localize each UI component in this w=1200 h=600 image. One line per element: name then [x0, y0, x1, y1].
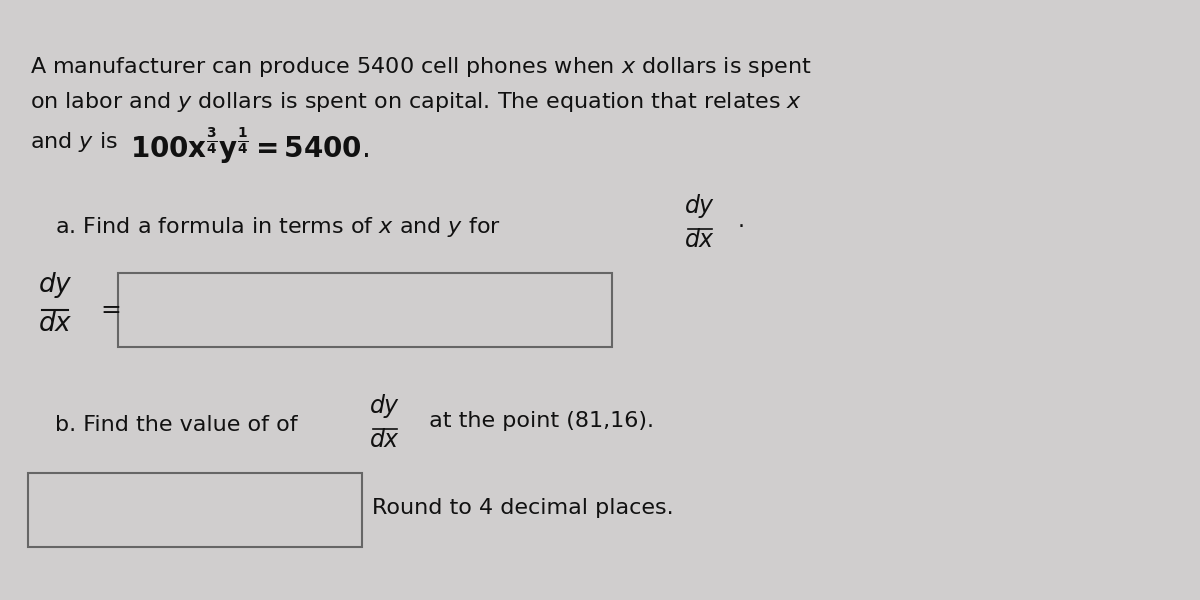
Text: .: . [738, 211, 745, 231]
Text: $dy$: $dy$ [37, 269, 72, 299]
Text: Round to 4 decimal places.: Round to 4 decimal places. [372, 498, 673, 518]
Text: $dy$: $dy$ [684, 191, 715, 220]
FancyBboxPatch shape [28, 473, 362, 547]
Text: b. Find the value of of: b. Find the value of of [55, 415, 298, 435]
Text: and $\mathit{y}$ is: and $\mathit{y}$ is [30, 130, 118, 154]
Text: $dx$: $dx$ [370, 430, 401, 452]
Text: A manufacturer can produce 5400 cell phones when $\mathit{x}$ dollars is spent: A manufacturer can produce 5400 cell pho… [30, 55, 811, 79]
Text: at the point (81,16).: at the point (81,16). [422, 411, 654, 431]
Text: =: = [100, 298, 121, 322]
Text: $dy$: $dy$ [370, 392, 401, 419]
FancyBboxPatch shape [118, 273, 612, 347]
Text: on labor and $\mathit{y}$ dollars is spent on capital. The equation that relates: on labor and $\mathit{y}$ dollars is spe… [30, 90, 802, 114]
Text: $dx$: $dx$ [37, 311, 72, 335]
Text: a. Find a formula in terms of $\mathit{x}$ and $\mathit{y}$ for: a. Find a formula in terms of $\mathit{x… [55, 215, 500, 239]
Text: $dx$: $dx$ [684, 229, 715, 253]
Text: $\mathbf{100x^{\frac{3}{4}}y^{\frac{1}{4}}=5400}$.: $\mathbf{100x^{\frac{3}{4}}y^{\frac{1}{4… [130, 126, 370, 166]
